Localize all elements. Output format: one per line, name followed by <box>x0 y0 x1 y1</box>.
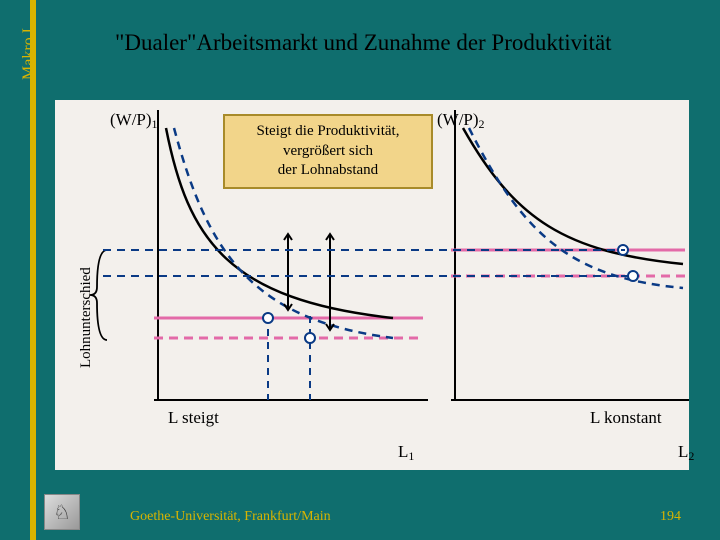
accent-bar <box>30 0 36 540</box>
slide: Makro I "Dualer"Arbeitsmarkt und Zunahme… <box>0 0 720 540</box>
x-axis-label-1: L1 <box>398 442 414 464</box>
l-konstant-label: L konstant <box>590 408 662 428</box>
figure-area: Lohnunterschied (W/P)1 (W/P)2 L1 L2 L st… <box>55 100 689 470</box>
l-steigt-label: L steigt <box>168 408 219 428</box>
y-axis-label-2: (W/P)2 <box>437 110 485 132</box>
slide-title: "Dualer"Arbeitsmarkt und Zunahme der Pro… <box>115 30 612 56</box>
y-axis-label-1: (W/P)1 <box>110 110 158 132</box>
x-axis-label-2: L2 <box>678 442 694 464</box>
footer-institution: Goethe-Universität, Frankfurt/Main <box>130 509 331 525</box>
annotation-box: Steigt die Produktivität,vergrößert sich… <box>223 114 433 189</box>
footer-page-number: 194 <box>660 509 681 525</box>
lohnunterschied-label: Lohnunterschied <box>78 267 95 368</box>
side-label: Makro I <box>20 28 38 80</box>
university-logo: ♘ <box>44 494 80 530</box>
